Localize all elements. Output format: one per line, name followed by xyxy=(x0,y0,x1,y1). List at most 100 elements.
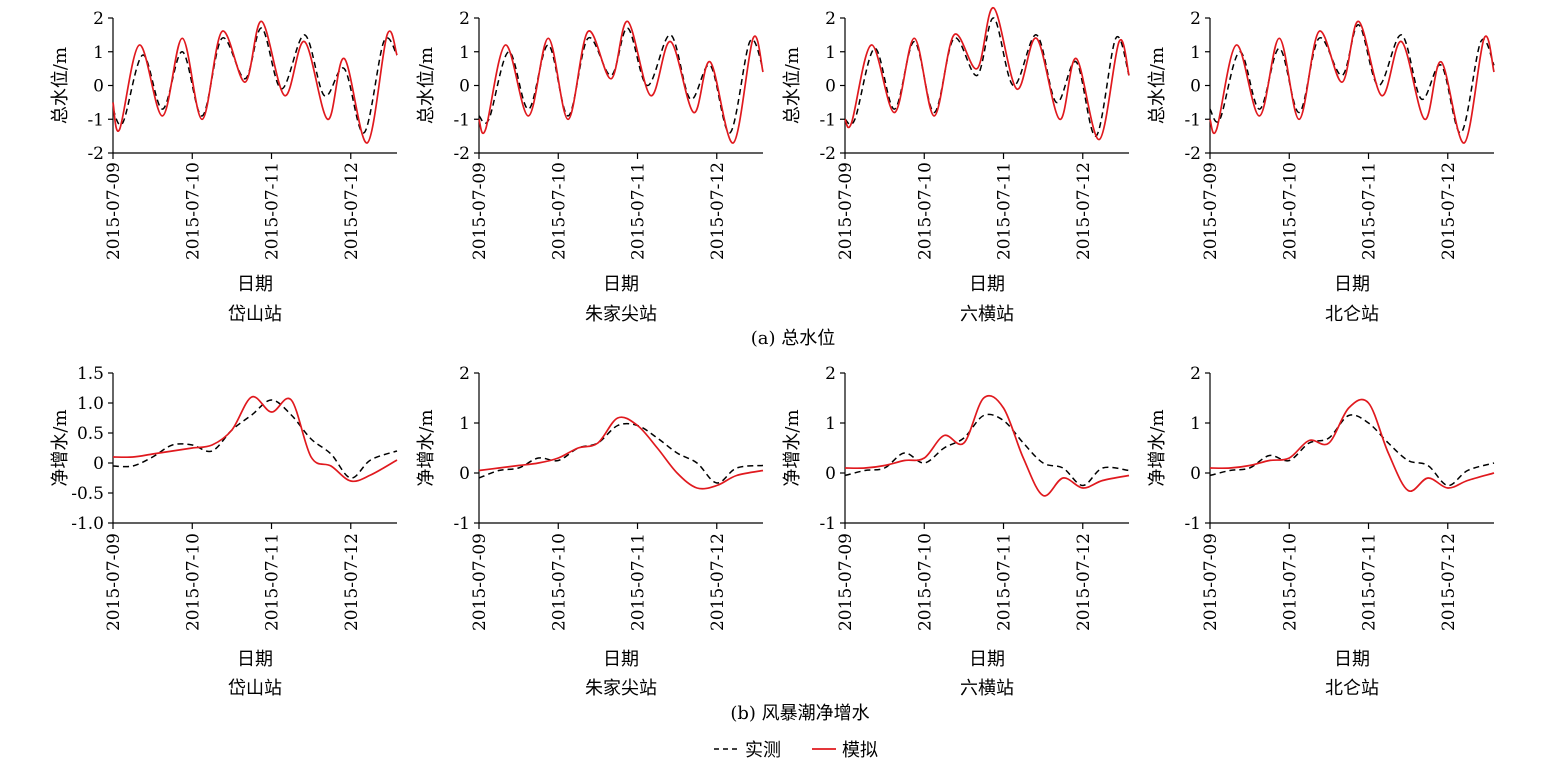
x-axis-label: 日期 xyxy=(1334,649,1370,670)
x-tick-label: 2015-07-12 xyxy=(1074,533,1094,631)
y-axis-label: 总水位/m xyxy=(416,47,437,124)
legend-simulated-label: 模拟 xyxy=(842,740,878,761)
y-tick-label: -2 xyxy=(819,144,836,164)
y-tick-label: 2 xyxy=(1190,9,1201,29)
y-axis-label: 总水位/m xyxy=(50,47,71,124)
y-tick-label: 1 xyxy=(459,414,470,434)
x-tick-label: 2015-07-11 xyxy=(995,533,1015,631)
x-tick-label: 2015-07-10 xyxy=(915,533,935,631)
x-axis-label: 日期 xyxy=(603,274,639,295)
y-tick-label: 1.5 xyxy=(77,364,104,384)
x-tick-label: 2015-07-11 xyxy=(1360,533,1380,631)
y-axis-label: 总水位/m xyxy=(1147,47,1168,124)
simulated-series-line xyxy=(112,395,398,483)
x-tick-label: 2015-07-09 xyxy=(836,162,856,260)
y-tick-label: 0 xyxy=(825,464,836,484)
x-tick-label: 2015-07-12 xyxy=(1439,162,1459,260)
x-tick-label: 2015-07-11 xyxy=(995,162,1015,260)
station-label: 六横站 xyxy=(960,678,1014,699)
y-tick-label: 1 xyxy=(1190,43,1201,63)
y-tick-label: -1 xyxy=(819,514,836,534)
x-tick-label: 2015-07-12 xyxy=(708,162,728,260)
x-tick-label: 2015-07-11 xyxy=(629,162,649,260)
measured-series-line xyxy=(112,399,398,479)
x-axis-label: 日期 xyxy=(969,649,1005,670)
y-tick-label: -1 xyxy=(453,110,470,130)
x-tick-label: 2015-07-12 xyxy=(708,533,728,631)
x-tick-label: 2015-07-12 xyxy=(342,162,362,260)
y-tick-label: -2 xyxy=(1184,144,1201,164)
y-tick-label: 1.0 xyxy=(77,394,104,414)
simulated-series-line xyxy=(1209,398,1495,493)
subplot-b-4: -1 0 1 2 2015-07-09 2015-07-10 2015-07-11 2015-… xyxy=(1147,364,1495,699)
x-tick-label: 2015-07-10 xyxy=(549,162,569,260)
x-axis-label: 日期 xyxy=(1334,274,1370,295)
y-tick-label: 0 xyxy=(459,464,470,484)
subplot-a-2: -2 -1 0 1 2 2015-07-09 2015-07-10 2015-07-11 201… xyxy=(416,9,764,325)
y-tick-label: -1.0 xyxy=(71,514,104,534)
x-tick-label: 2015-07-09 xyxy=(1201,162,1221,260)
y-tick-label: 2 xyxy=(825,9,836,29)
y-tick-label: -1 xyxy=(1184,514,1201,534)
x-tick-label: 2015-07-10 xyxy=(1280,162,1300,260)
simulated-series-line xyxy=(478,20,764,144)
y-tick-label: -0.5 xyxy=(71,484,104,504)
subplot-b-2: -1 0 1 2 2015-07-09 2015-07-10 2015-07-11 2015-… xyxy=(416,364,764,699)
x-tick-label: 2015-07-11 xyxy=(1360,162,1380,260)
x-tick-label: 2015-07-10 xyxy=(183,162,203,260)
station-label: 北仑站 xyxy=(1325,304,1379,325)
caption-b: (b) 风暴潮净增水 xyxy=(730,703,869,724)
x-tick-label: 2015-07-11 xyxy=(263,533,283,631)
y-tick-label: 2 xyxy=(459,364,470,384)
simulated-series-line xyxy=(844,394,1130,497)
legend: 实测 模拟 xyxy=(714,740,878,761)
subplot-a-4: -2 -1 0 1 2 2015-07-09 2015-07-10 2015-07-11 201… xyxy=(1147,9,1495,325)
y-tick-label: 1 xyxy=(825,414,836,434)
station-label: 岱山站 xyxy=(228,304,282,325)
measured-series-line xyxy=(478,422,764,484)
y-tick-label: 1 xyxy=(825,43,836,63)
caption-a: (a) 总水位 xyxy=(751,328,836,349)
x-tick-label: 2015-07-11 xyxy=(263,162,283,260)
x-tick-label: 2015-07-09 xyxy=(1201,533,1221,631)
x-tick-label: 2015-07-09 xyxy=(836,533,856,631)
x-axis-label: 日期 xyxy=(237,649,273,670)
y-tick-label: 0 xyxy=(93,77,104,97)
measured-series-line xyxy=(844,17,1130,137)
y-tick-label: 0 xyxy=(825,77,836,97)
x-tick-label: 2015-07-09 xyxy=(470,533,490,631)
station-label: 岱山站 xyxy=(228,678,282,699)
simulated-series-line xyxy=(1209,20,1495,144)
x-tick-label: 2015-07-10 xyxy=(1280,533,1300,631)
y-tick-label: -1 xyxy=(453,514,470,534)
subplot-b-1: -1.0 -0.5 0 0.5 1.0 1.5 2015-07-09 2015-07-10 20… xyxy=(50,364,398,699)
y-axis-label: 净增水/m xyxy=(782,409,803,486)
legend-measured-label: 实测 xyxy=(745,740,781,761)
station-label: 朱家尖站 xyxy=(585,678,657,699)
y-tick-label: -1 xyxy=(819,110,836,130)
subplot-a-3: -2 -1 0 1 2 2015-07-09 2015-07-10 2015-07-11 201… xyxy=(782,7,1130,325)
y-tick-label: 2 xyxy=(825,364,836,384)
y-tick-label: 0 xyxy=(459,77,470,97)
y-tick-label: -2 xyxy=(87,144,104,164)
y-tick-label: 0 xyxy=(1190,77,1201,97)
simulated-series-line xyxy=(478,416,764,490)
x-tick-label: 2015-07-10 xyxy=(549,533,569,631)
x-tick-label: 2015-07-10 xyxy=(183,533,203,631)
station-label: 朱家尖站 xyxy=(585,304,657,325)
y-axis-label: 净增水/m xyxy=(50,409,71,486)
x-axis-label: 日期 xyxy=(603,649,639,670)
x-tick-label: 2015-07-11 xyxy=(629,533,649,631)
station-label: 六横站 xyxy=(960,304,1014,325)
y-tick-label: 0 xyxy=(93,454,104,474)
simulated-series-line xyxy=(844,7,1130,141)
subplot-a-1: -2 -1 0 1 2 2015-07-09 2015-07-10 2015-07-11 201… xyxy=(50,9,398,325)
x-tick-label: 2015-07-12 xyxy=(1439,533,1459,631)
station-label: 北仑站 xyxy=(1325,678,1379,699)
simulated-series-line xyxy=(112,20,398,144)
x-tick-label: 2015-07-09 xyxy=(104,162,124,260)
y-tick-label: 1 xyxy=(459,43,470,63)
x-tick-label: 2015-07-10 xyxy=(915,162,935,260)
